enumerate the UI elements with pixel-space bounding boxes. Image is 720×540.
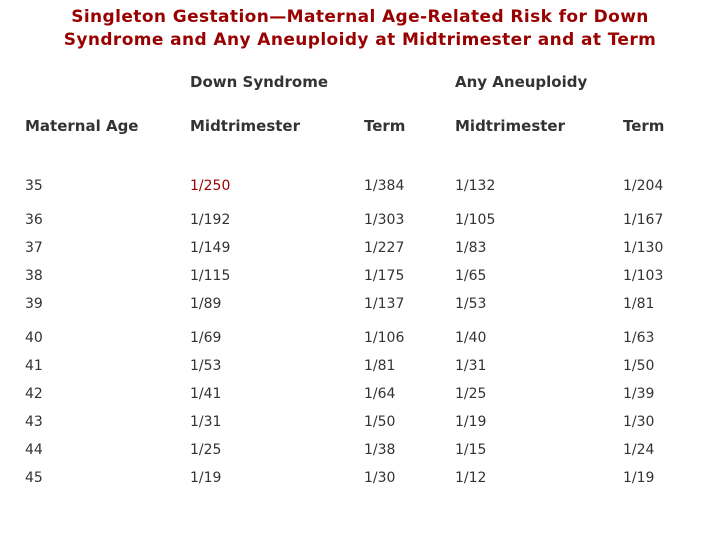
maternal-age-cell: 42: [25, 386, 43, 402]
table-row: 37 1/149 1/227 1/83 1/130: [0, 239, 720, 267]
aa-term-cell: 1/167: [623, 212, 664, 228]
aa-term-cell: 1/204: [623, 178, 664, 194]
aa-midtrimester-cell: 1/105: [455, 212, 496, 228]
ds-midtrimester-cell: 1/115: [190, 268, 231, 284]
aa-term-cell: 1/63: [623, 330, 655, 346]
table-column-header-row: Maternal Age Midtrimester Term Midtrimes…: [0, 117, 720, 136]
column-header-aa-midtrimester: Midtrimester: [455, 117, 565, 135]
ds-term-cell: 1/303: [364, 212, 405, 228]
ds-term-cell: 1/64: [364, 386, 396, 402]
table-row: 40 1/69 1/106 1/40 1/63: [0, 329, 720, 357]
maternal-age-cell: 44: [25, 442, 43, 458]
ds-term-cell: 1/227: [364, 240, 405, 256]
aa-term-cell: 1/24: [623, 442, 655, 458]
table-row: 36 1/192 1/303 1/105 1/167: [0, 211, 720, 239]
aa-midtrimester-cell: 1/53: [455, 296, 487, 312]
table-body: 35 1/250 1/384 1/132 1/204 36 1/192 1/30…: [0, 177, 720, 497]
table-row: 44 1/25 1/38 1/15 1/24: [0, 441, 720, 469]
group-header-spacer: [623, 73, 720, 92]
maternal-age-cell: 41: [25, 358, 43, 374]
aa-midtrimester-cell: 1/15: [455, 442, 487, 458]
table-row: 38 1/115 1/175 1/65 1/103: [0, 267, 720, 295]
column-header-maternal-age: Maternal Age: [25, 117, 139, 135]
aa-midtrimester-cell: 1/132: [455, 178, 496, 194]
aa-term-cell: 1/19: [623, 470, 655, 486]
aa-midtrimester-cell: 1/65: [455, 268, 487, 284]
maternal-age-cell: 43: [25, 414, 43, 430]
ds-midtrimester-cell: 1/25: [190, 442, 222, 458]
slide-title-line-2: Syndrome and Any Aneuploidy at Midtrimes…: [63, 30, 657, 50]
group-header-any-aneuploidy: Any Aneuploidy: [455, 73, 588, 91]
aa-term-cell: 1/81: [623, 296, 655, 312]
column-header-ds-midtrimester: Midtrimester: [190, 117, 300, 135]
ds-midtrimester-cell: 1/89: [190, 296, 222, 312]
ds-term-cell: 1/106: [364, 330, 405, 346]
ds-midtrimester-cell: 1/31: [190, 414, 222, 430]
group-header-spacer: [364, 73, 455, 92]
ds-midtrimester-cell: 1/250: [190, 178, 231, 194]
table-row: 45 1/19 1/30 1/12 1/19: [0, 469, 720, 497]
ds-midtrimester-cell: 1/69: [190, 330, 222, 346]
ds-term-cell: 1/81: [364, 358, 396, 374]
maternal-age-cell: 39: [25, 296, 43, 312]
table-row: 43 1/31 1/50 1/19 1/30: [0, 413, 720, 441]
ds-midtrimester-cell: 1/53: [190, 358, 222, 374]
maternal-age-cell: 36: [25, 212, 43, 228]
aa-midtrimester-cell: 1/83: [455, 240, 487, 256]
maternal-age-cell: 40: [25, 330, 43, 346]
ds-term-cell: 1/50: [364, 414, 396, 430]
ds-term-cell: 1/175: [364, 268, 405, 284]
ds-term-cell: 1/137: [364, 296, 405, 312]
slide-title-line-1: Singleton Gestation—Maternal Age-Related…: [71, 7, 649, 27]
aa-midtrimester-cell: 1/19: [455, 414, 487, 430]
table-row: 35 1/250 1/384 1/132 1/204: [0, 177, 720, 205]
maternal-age-cell: 35: [25, 178, 43, 194]
aa-midtrimester-cell: 1/40: [455, 330, 487, 346]
ds-term-cell: 1/384: [364, 178, 405, 194]
aa-midtrimester-cell: 1/25: [455, 386, 487, 402]
group-header-down-syndrome: Down Syndrome: [190, 73, 329, 91]
aa-term-cell: 1/39: [623, 386, 655, 402]
aa-term-cell: 1/50: [623, 358, 655, 374]
ds-term-cell: 1/30: [364, 470, 396, 486]
table-row: 39 1/89 1/137 1/53 1/81: [0, 295, 720, 323]
table-row: 42 1/41 1/64 1/25 1/39: [0, 385, 720, 413]
ds-midtrimester-cell: 1/41: [190, 386, 222, 402]
slide-title: Singleton Gestation—Maternal Age-Related…: [0, 0, 720, 52]
aa-midtrimester-cell: 1/31: [455, 358, 487, 374]
table-group-header-row: Down Syndrome Any Aneuploidy: [0, 73, 720, 92]
maternal-age-cell: 45: [25, 470, 43, 486]
aa-midtrimester-cell: 1/12: [455, 470, 487, 486]
group-header-spacer: [25, 73, 190, 92]
ds-midtrimester-cell: 1/192: [190, 212, 231, 228]
aa-term-cell: 1/130: [623, 240, 664, 256]
aa-term-cell: 1/103: [623, 268, 664, 284]
table-row: 41 1/53 1/81 1/31 1/50: [0, 357, 720, 385]
column-header-aa-term: Term: [623, 117, 665, 135]
maternal-age-cell: 37: [25, 240, 43, 256]
maternal-age-cell: 38: [25, 268, 43, 284]
column-header-ds-term: Term: [364, 117, 406, 135]
risk-table: Down Syndrome Any Aneuploidy Maternal Ag…: [0, 73, 720, 497]
ds-midtrimester-cell: 1/19: [190, 470, 222, 486]
aa-term-cell: 1/30: [623, 414, 655, 430]
ds-term-cell: 1/38: [364, 442, 396, 458]
ds-midtrimester-cell: 1/149: [190, 240, 231, 256]
